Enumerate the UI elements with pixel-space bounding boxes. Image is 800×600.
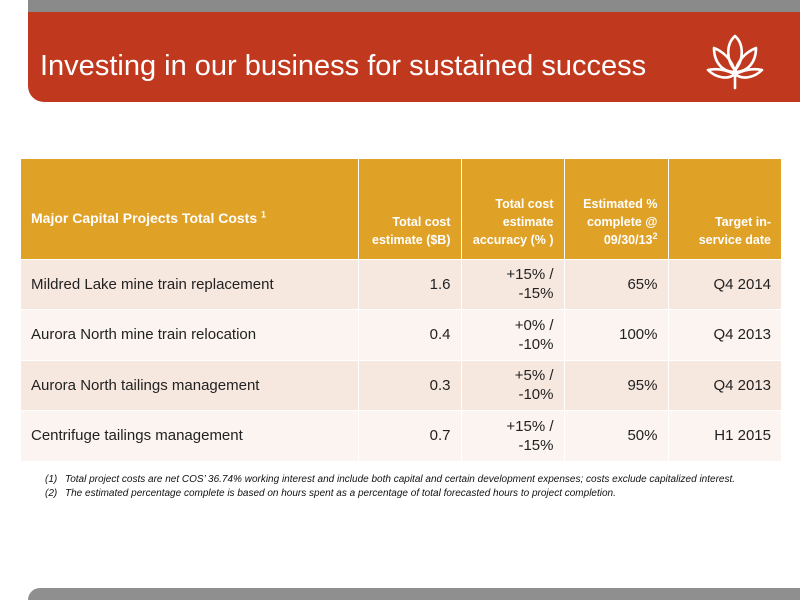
- cell-target-date: Q4 2013: [668, 360, 781, 411]
- cell-target-date: Q4 2014: [668, 259, 781, 310]
- footnote-ref-2: 2: [652, 230, 658, 241]
- cell-cost: 0.4: [358, 309, 462, 361]
- accuracy-lower: -10%: [518, 335, 554, 353]
- footnote-text: The estimated percentage complete is bas…: [65, 488, 616, 499]
- header-total-cost: Total cost estimate ($B): [358, 159, 462, 260]
- cell-project: Aurora North mine train relocation: [21, 309, 359, 361]
- cell-cost: 0.3: [358, 360, 462, 411]
- cell-accuracy: +5% / -10%: [461, 360, 565, 411]
- bottom-bar: [28, 588, 800, 600]
- footnote-ref-1: 1: [261, 209, 267, 220]
- footnote-number: (2): [45, 488, 58, 499]
- footnotes: (1) Total project costs are net COS’ 36.…: [45, 473, 735, 501]
- accuracy-lower: -10%: [518, 386, 554, 404]
- header-project-label: Major Capital Projects Total Costs: [31, 209, 258, 226]
- cell-accuracy: +15% / -15%: [461, 410, 565, 462]
- table-row: Aurora North tailings management 0.3 +5%…: [21, 360, 781, 411]
- top-strip: [28, 0, 800, 12]
- cell-target-date: H1 2015: [668, 410, 781, 462]
- cell-cost: 0.7: [358, 410, 462, 462]
- footnote-2: (2) The estimated percentage complete is…: [45, 487, 735, 501]
- capital-projects-table: Major Capital Projects Total Costs 1 Tot…: [21, 159, 781, 462]
- footnote-text: Total project costs are net COS’ 36.74% …: [65, 474, 736, 485]
- slide-title: Investing in our business for sustained …: [40, 50, 647, 82]
- table-row: Mildred Lake mine train replacement 1.6 …: [21, 259, 781, 310]
- cell-pct-complete: 65%: [564, 259, 669, 310]
- lotus-flower-logo-icon: [706, 34, 764, 90]
- title-bar: Investing in our business for sustained …: [28, 12, 800, 102]
- cell-cost: 1.6: [358, 259, 462, 310]
- header-accuracy: Total cost estimate accuracy (% ): [461, 159, 565, 260]
- table-header-row: Major Capital Projects Total Costs 1 Tot…: [21, 159, 781, 260]
- accuracy-upper: +5% /: [514, 367, 554, 385]
- accuracy-lower: -15%: [518, 436, 554, 454]
- cell-pct-complete: 50%: [564, 410, 669, 462]
- cell-accuracy: +0% / -10%: [461, 309, 565, 361]
- footnote-number: (1): [45, 474, 58, 485]
- table-row: Centrifuge tailings management 0.7 +15% …: [21, 410, 781, 462]
- header-pct-complete-label: Estimated % complete @ 09/30/13: [583, 196, 658, 247]
- accuracy-lower: -15%: [518, 285, 554, 303]
- header-pct-complete: Estimated % complete @ 09/30/132: [564, 159, 669, 260]
- accuracy-upper: +15% /: [506, 266, 554, 284]
- footnote-1: (1) Total project costs are net COS’ 36.…: [45, 473, 735, 487]
- cell-pct-complete: 95%: [564, 360, 669, 411]
- accuracy-upper: +0% /: [514, 316, 554, 334]
- header-target-date: Target in-service date: [668, 159, 781, 260]
- table-row: Aurora North mine train relocation 0.4 +…: [21, 309, 781, 361]
- cell-project: Centrifuge tailings management: [21, 410, 359, 462]
- cell-accuracy: +15% / -15%: [461, 259, 565, 310]
- cell-target-date: Q4 2013: [668, 309, 781, 361]
- cell-project: Aurora North tailings management: [21, 360, 359, 411]
- accuracy-upper: +15% /: [506, 417, 554, 435]
- cell-project: Mildred Lake mine train replacement: [21, 259, 359, 310]
- cell-pct-complete: 100%: [564, 309, 669, 361]
- header-project: Major Capital Projects Total Costs 1: [21, 159, 359, 260]
